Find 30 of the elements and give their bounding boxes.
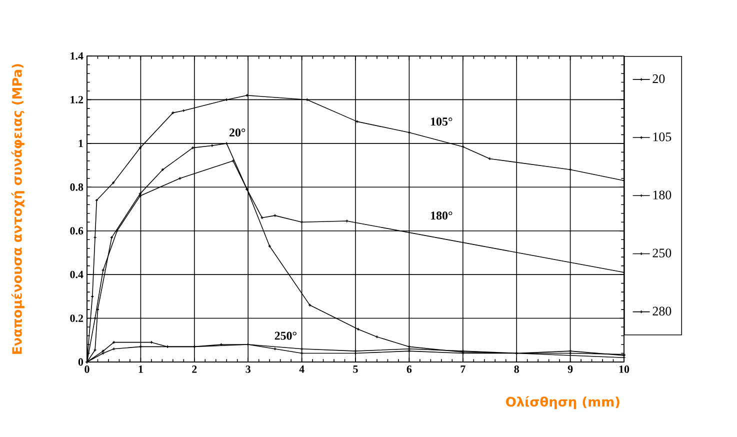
y-axis-title: Εναπομένουσα αντοχή συνάφειας (MPa) bbox=[11, 64, 24, 354]
x-tick-label: 1 bbox=[138, 366, 143, 373]
annotation: 105° bbox=[431, 118, 452, 126]
x-axis-title: Ολίσθηση (mm) bbox=[506, 396, 620, 410]
x-tick-label: 10 bbox=[619, 366, 630, 373]
annotation: 180° bbox=[431, 212, 452, 220]
x-tick-label: 4 bbox=[299, 366, 304, 373]
y-tick-label: 1.4 bbox=[70, 52, 84, 60]
y-tick-label: 1.2 bbox=[70, 96, 83, 104]
y-tick-label: 0.6 bbox=[70, 227, 84, 235]
legend-label: 280 bbox=[652, 306, 672, 316]
x-tick-label: 5 bbox=[353, 366, 358, 373]
y-tick-label: 1 bbox=[78, 140, 83, 148]
annotation: 20° bbox=[229, 128, 246, 137]
x-tick-label: 7 bbox=[460, 366, 466, 373]
y-tick-label: 0.4 bbox=[70, 270, 84, 278]
x-tick-label: 8 bbox=[514, 366, 519, 373]
y-tick-label: 0.2 bbox=[70, 314, 83, 322]
x-tick-label: 0 bbox=[84, 366, 90, 373]
legend-label: 20 bbox=[652, 74, 665, 84]
legend-label: 180 bbox=[653, 190, 672, 200]
annotation: 250° bbox=[274, 332, 296, 340]
legend-label: 250 bbox=[652, 248, 672, 258]
y-tick-label: 0.8 bbox=[70, 183, 84, 191]
x-tick-label: 2 bbox=[192, 366, 197, 373]
y-tick-label: 0 bbox=[78, 358, 84, 366]
x-tick-label: 9 bbox=[568, 366, 573, 373]
x-tick-label: 3 bbox=[246, 366, 250, 373]
legend-label: 105 bbox=[653, 132, 672, 142]
x-tick-label: 6 bbox=[406, 366, 412, 373]
